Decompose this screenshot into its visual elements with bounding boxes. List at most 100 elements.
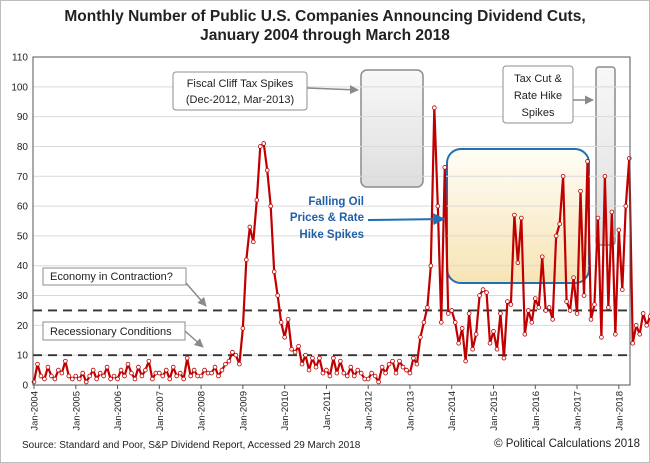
- data-point: [428, 263, 434, 269]
- data-point: [240, 326, 246, 331]
- data-point: [341, 370, 347, 376]
- data-point: [376, 379, 381, 385]
- x-tick-label: Jan-2012: [364, 391, 375, 431]
- data-point: [498, 311, 503, 316]
- data-point: [616, 227, 622, 233]
- data-point: [59, 370, 65, 376]
- chart-title: Monthly Number of Public U.S. Companies …: [64, 8, 586, 25]
- data-point: [383, 370, 388, 376]
- data-point: [320, 370, 326, 376]
- y-tick-label: 100: [11, 82, 28, 93]
- data-point: [331, 355, 336, 361]
- data-point: [306, 367, 312, 373]
- data-point: [526, 308, 531, 313]
- data-point: [442, 165, 448, 170]
- x-tick-label: Jan-2007: [155, 391, 166, 431]
- data-point: [261, 141, 267, 146]
- data-point: [313, 364, 319, 370]
- data-point: [515, 260, 521, 266]
- data-point: [425, 305, 430, 310]
- data-point: [73, 373, 79, 379]
- data-point: [42, 376, 47, 382]
- data-point: [56, 367, 61, 373]
- y-tick-label: 0: [22, 381, 28, 392]
- data-point: [567, 308, 573, 313]
- data-point: [640, 311, 646, 316]
- tax-cut-line-1: Tax Cut &: [514, 73, 562, 85]
- data-point: [418, 334, 423, 340]
- data-point: [97, 370, 103, 376]
- data-point: [94, 376, 99, 382]
- data-point: [87, 373, 92, 379]
- data-point: [181, 376, 186, 382]
- recession-label: Recessionary Conditions: [42, 321, 204, 348]
- data-point: [101, 373, 106, 379]
- data-point: [626, 156, 632, 161]
- data-point: [299, 361, 305, 367]
- data-point: [63, 358, 68, 364]
- source-note: Source: Standard and Poor, S&P Dividend …: [22, 440, 361, 451]
- data-point: [599, 334, 604, 340]
- data-point: [118, 367, 124, 373]
- x-tick-label: Jan-2016: [531, 391, 542, 431]
- data-point: [115, 376, 120, 382]
- fiscal-cliff-line-2: (Dec-2012, Mar-2013): [186, 94, 294, 106]
- data-point: [219, 367, 225, 373]
- data-point: [303, 352, 308, 358]
- data-point: [602, 173, 608, 179]
- x-tick-label: Jan-2017: [573, 391, 584, 431]
- data-point: [637, 332, 642, 337]
- data-point: [400, 364, 406, 370]
- x-tick-label: Jan-2009: [238, 391, 249, 431]
- x-tick-label: Jan-2011: [322, 391, 333, 430]
- data-point: [512, 212, 517, 218]
- data-point: [487, 340, 493, 346]
- tax-cut-line-2: Rate Hike: [514, 90, 562, 102]
- data-point: [254, 197, 260, 203]
- fiscal-cliff-annotation: Fiscal Cliff Tax Spikes (Dec-2012, Mar-2…: [172, 71, 359, 111]
- data-point: [550, 317, 555, 322]
- data-point: [539, 254, 545, 260]
- y-tick-label: 90: [17, 112, 29, 123]
- data-point: [212, 364, 218, 370]
- data-point: [310, 355, 315, 361]
- data-point: [463, 358, 468, 364]
- data-point: [226, 358, 232, 364]
- data-point: [369, 370, 374, 376]
- y-tick-label: 70: [17, 172, 29, 183]
- data-point: [163, 367, 169, 373]
- data-point: [257, 144, 263, 149]
- data-point: [244, 257, 249, 263]
- data-point: [160, 373, 166, 379]
- x-tick-label: Jan-2015: [489, 391, 500, 431]
- data-point: [129, 370, 134, 376]
- data-point: [588, 317, 594, 322]
- data-point: [372, 373, 378, 379]
- tax-cut-line-3: Spikes: [521, 107, 555, 119]
- y-tick-label: 10: [17, 351, 29, 362]
- data-point: [125, 361, 131, 367]
- x-tick-label: Jan-2010: [280, 391, 291, 431]
- data-point: [470, 346, 475, 352]
- data-point: [230, 349, 235, 355]
- data-point: [108, 376, 113, 382]
- data-point: [505, 299, 510, 304]
- data-point: [49, 373, 54, 379]
- data-point: [324, 367, 329, 373]
- data-point: [592, 302, 597, 307]
- x-tick-label: Jan-2013: [405, 391, 416, 431]
- data-point: [83, 379, 89, 385]
- chart-subtitle: January 2004 through March 2018: [200, 27, 450, 44]
- data-point: [459, 326, 465, 331]
- data-point: [484, 290, 489, 295]
- data-point: [184, 355, 190, 361]
- data-point: [491, 329, 496, 334]
- data-point: [268, 203, 274, 209]
- y-tick-label: 60: [17, 202, 29, 213]
- data-point: [529, 320, 535, 325]
- data-point: [411, 355, 416, 361]
- data-point: [317, 355, 322, 361]
- data-point: [35, 361, 40, 367]
- data-point: [480, 287, 486, 292]
